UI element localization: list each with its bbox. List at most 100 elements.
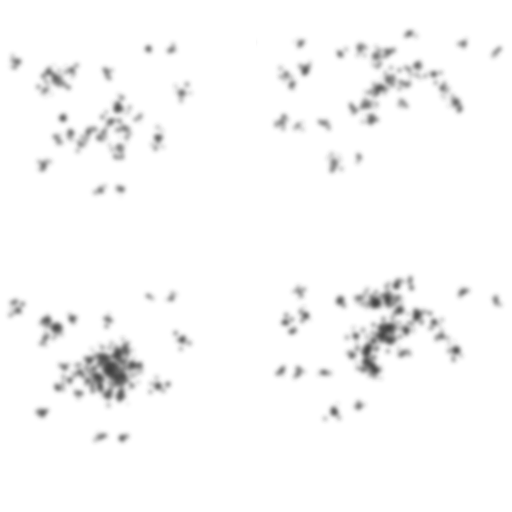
blob-speck bbox=[397, 344, 400, 347]
blob-speck bbox=[10, 65, 12, 68]
blob-speck bbox=[405, 354, 408, 357]
blob-speck bbox=[371, 322, 376, 327]
blob-speck bbox=[109, 121, 113, 125]
blob-speck bbox=[170, 291, 175, 296]
blob-cluster-bottom-right bbox=[275, 276, 502, 421]
blob-speck bbox=[44, 331, 47, 333]
blob-speck bbox=[116, 144, 120, 148]
blob-speck bbox=[50, 92, 53, 96]
blob-speck bbox=[385, 349, 390, 354]
blob-speck bbox=[56, 385, 61, 391]
blob-speck bbox=[459, 353, 463, 358]
blob-speck bbox=[46, 70, 52, 76]
blob-speck bbox=[124, 372, 127, 375]
blob-speck bbox=[129, 369, 132, 372]
blob-speck bbox=[102, 366, 107, 372]
blob-speck bbox=[117, 118, 122, 123]
blob-speck bbox=[155, 124, 161, 130]
blob-speck bbox=[354, 334, 358, 338]
blob-speck bbox=[434, 81, 437, 85]
blob-group bbox=[10, 42, 192, 197]
blob-speck bbox=[82, 391, 84, 394]
blob-speck bbox=[73, 65, 76, 68]
blob-speck bbox=[338, 158, 342, 162]
blob-speck bbox=[112, 101, 114, 104]
blob-speck bbox=[292, 326, 296, 330]
blob-speck bbox=[399, 86, 402, 89]
blob-speck bbox=[109, 371, 115, 377]
blob-speck bbox=[274, 120, 280, 126]
blob-speck bbox=[98, 343, 101, 345]
blob-speck bbox=[132, 356, 135, 359]
blob-speck bbox=[295, 371, 301, 377]
blob-speck bbox=[115, 119, 119, 123]
blob-speck bbox=[392, 77, 397, 82]
blob-speck bbox=[392, 84, 395, 87]
blob-speck bbox=[93, 351, 96, 354]
blob-speck bbox=[444, 89, 449, 95]
blob-speck bbox=[117, 127, 121, 132]
blob-speck bbox=[173, 330, 178, 336]
blob-speck bbox=[362, 300, 365, 304]
blob-speck bbox=[498, 303, 502, 307]
blob-speck bbox=[373, 346, 378, 352]
blob-speck bbox=[117, 358, 123, 364]
blob-speck bbox=[148, 389, 153, 394]
blob-speck bbox=[358, 297, 361, 300]
blob-speck bbox=[42, 318, 47, 323]
blob-speck bbox=[329, 167, 335, 173]
blob-speck bbox=[455, 349, 459, 353]
blob-speck bbox=[96, 135, 101, 140]
blob-speck bbox=[61, 377, 65, 380]
blob-speck bbox=[56, 78, 60, 82]
blob-speck bbox=[336, 49, 339, 53]
blob-speck bbox=[154, 382, 156, 385]
blob-speck bbox=[116, 350, 122, 356]
blob-speck bbox=[115, 100, 121, 106]
blob-speck bbox=[388, 339, 391, 342]
blob-speck bbox=[119, 154, 124, 160]
blob-speck bbox=[12, 64, 18, 70]
blob-speck bbox=[69, 137, 74, 142]
blob-speck bbox=[66, 85, 71, 89]
blob-speck bbox=[391, 293, 396, 299]
blob-speck bbox=[373, 361, 376, 364]
blob-speck bbox=[116, 188, 120, 193]
blob-speck bbox=[391, 73, 396, 78]
blob-speck bbox=[371, 92, 377, 99]
blob-speck bbox=[137, 364, 142, 370]
blob-speck bbox=[399, 336, 402, 339]
blob-speck bbox=[373, 108, 376, 111]
blob-speck bbox=[66, 313, 69, 316]
blob-speck bbox=[171, 42, 175, 46]
blob-speck bbox=[85, 131, 90, 136]
blob-speck bbox=[497, 46, 502, 51]
blob-speck bbox=[359, 156, 362, 159]
blob-speck bbox=[409, 321, 415, 326]
blob-speck bbox=[361, 367, 364, 370]
blob-speck bbox=[440, 86, 446, 92]
blob-speck bbox=[397, 79, 403, 85]
blob-speck bbox=[83, 355, 89, 361]
blob-speck bbox=[403, 81, 407, 85]
blob-speck bbox=[387, 306, 391, 309]
blob-speck bbox=[446, 336, 450, 340]
blob-speck bbox=[358, 346, 361, 348]
blob-speck bbox=[127, 375, 131, 379]
blob-speck bbox=[385, 55, 388, 58]
blob-speck bbox=[372, 81, 376, 86]
blob-speck bbox=[168, 50, 171, 54]
blob-speck bbox=[384, 86, 390, 91]
blob-speck bbox=[370, 100, 374, 104]
blob-speck bbox=[329, 152, 335, 157]
blob-cluster-top-right bbox=[274, 30, 502, 173]
blob-speck bbox=[355, 360, 358, 364]
blob-speck bbox=[427, 311, 433, 316]
blob-speck bbox=[398, 327, 402, 331]
blob-speck bbox=[457, 41, 462, 47]
blob-speck bbox=[393, 336, 397, 340]
blob-speck bbox=[361, 370, 365, 374]
blob-speck bbox=[401, 297, 404, 300]
blob-speck bbox=[39, 167, 44, 172]
blob-speck bbox=[379, 365, 382, 368]
